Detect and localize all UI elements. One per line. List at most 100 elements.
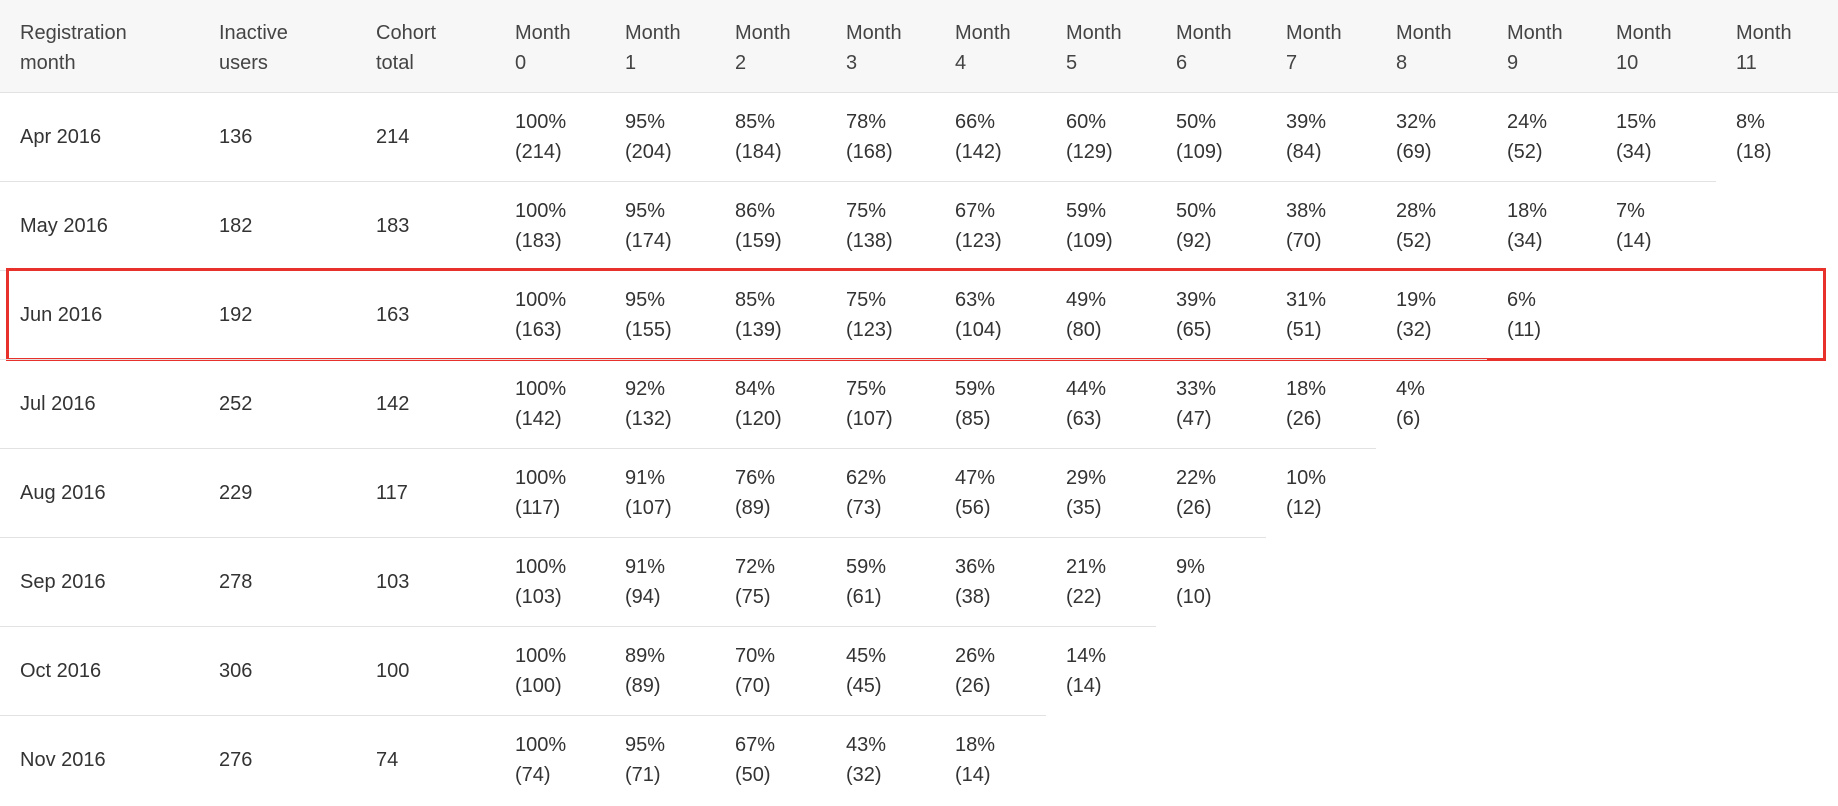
registration-month-text: Sep 2016 bbox=[20, 570, 106, 593]
cohort-total-text: 142 bbox=[376, 392, 410, 415]
retention-pct: 4% bbox=[1396, 377, 1425, 400]
retention-count: (107) bbox=[625, 496, 672, 519]
column-header: Month 6 bbox=[1176, 22, 1232, 74]
retention-pct: 70% bbox=[735, 644, 776, 667]
retention-cell: 50% (109) bbox=[1176, 92, 1223, 181]
retention-pct: 29% bbox=[1066, 466, 1107, 489]
retention-cell: 18% (34) bbox=[1507, 181, 1547, 270]
retention-count: (104) bbox=[955, 318, 1002, 341]
retention-count: (155) bbox=[625, 318, 672, 341]
retention-pct: 15% bbox=[1616, 110, 1657, 133]
inactive-users-text: 182 bbox=[219, 214, 253, 237]
row-divider bbox=[0, 448, 1376, 449]
retention-count: (34) bbox=[1616, 140, 1652, 163]
retention-cell: 89% (89) bbox=[625, 626, 665, 715]
retention-cell: 43% (32) bbox=[846, 715, 886, 804]
retention-pct: 95% bbox=[625, 110, 666, 133]
retention-cell: 59% (85) bbox=[955, 359, 995, 448]
retention-count: (75) bbox=[735, 585, 771, 608]
retention-pct: 100% bbox=[515, 644, 567, 667]
retention-cell: 100% (183) bbox=[515, 181, 566, 270]
retention-pct: 66% bbox=[955, 110, 996, 133]
inactive-users-text: 306 bbox=[219, 659, 253, 682]
retention-pct: 14% bbox=[1066, 644, 1107, 667]
row-divider bbox=[0, 181, 1716, 182]
retention-pct: 26% bbox=[955, 644, 996, 667]
retention-pct: 45% bbox=[846, 644, 887, 667]
retention-pct: 59% bbox=[846, 555, 887, 578]
retention-cell: 10% (12) bbox=[1286, 448, 1326, 537]
retention-count: (45) bbox=[846, 674, 882, 697]
retention-count: (56) bbox=[955, 496, 991, 519]
row-divider bbox=[0, 715, 1046, 716]
retention-count: (65) bbox=[1176, 318, 1212, 341]
retention-count: (12) bbox=[1286, 496, 1322, 519]
cohort-total: 163 bbox=[376, 270, 409, 359]
column-header: Month 1 bbox=[625, 22, 681, 74]
retention-count: (109) bbox=[1176, 140, 1223, 163]
registration-month-text: Nov 2016 bbox=[20, 748, 106, 771]
retention-count: (138) bbox=[846, 229, 893, 252]
retention-cell: 70% (70) bbox=[735, 626, 775, 715]
retention-count: (14) bbox=[1616, 229, 1652, 252]
retention-pct: 7% bbox=[1616, 199, 1645, 222]
retention-pct: 32% bbox=[1396, 110, 1437, 133]
retention-count: (70) bbox=[1286, 229, 1322, 252]
retention-cell: 86% (159) bbox=[735, 181, 782, 270]
retention-cell: 92% (132) bbox=[625, 359, 672, 448]
column-header: Month 9 bbox=[1507, 22, 1563, 74]
retention-pct: 50% bbox=[1176, 110, 1217, 133]
retention-cell: 66% (142) bbox=[955, 92, 1002, 181]
retention-count: (168) bbox=[846, 140, 893, 163]
retention-pct: 67% bbox=[735, 733, 776, 756]
column-header: Month 10 bbox=[1616, 22, 1672, 74]
retention-pct: 76% bbox=[735, 466, 776, 489]
retention-pct: 86% bbox=[735, 199, 776, 222]
registration-month-text: Aug 2016 bbox=[20, 481, 106, 504]
inactive-users-text: 252 bbox=[219, 392, 253, 415]
retention-pct: 85% bbox=[735, 288, 776, 311]
retention-count: (159) bbox=[735, 229, 782, 252]
retention-pct: 89% bbox=[625, 644, 666, 667]
retention-pct: 100% bbox=[515, 199, 567, 222]
retention-count: (61) bbox=[846, 585, 882, 608]
retention-pct: 84% bbox=[735, 377, 776, 400]
retention-pct: 63% bbox=[955, 288, 996, 311]
retention-pct: 59% bbox=[1066, 199, 1107, 222]
retention-cell: 75% (138) bbox=[846, 181, 893, 270]
row-divider bbox=[0, 537, 1266, 538]
cohort-total-text: 100 bbox=[376, 659, 410, 682]
retention-count: (214) bbox=[515, 140, 562, 163]
retention-cell: 31% (51) bbox=[1286, 270, 1326, 359]
retention-pct: 72% bbox=[735, 555, 776, 578]
retention-pct: 18% bbox=[955, 733, 996, 756]
retention-pct: 60% bbox=[1066, 110, 1107, 133]
retention-cell: 60% (129) bbox=[1066, 92, 1113, 181]
retention-pct: 85% bbox=[735, 110, 776, 133]
retention-pct: 91% bbox=[625, 466, 666, 489]
retention-count: (142) bbox=[515, 407, 562, 430]
retention-pct: 75% bbox=[846, 377, 887, 400]
retention-count: (26) bbox=[955, 674, 991, 697]
retention-cell: 4% (6) bbox=[1396, 359, 1425, 448]
retention-pct: 31% bbox=[1286, 288, 1327, 311]
retention-cell: 47% (56) bbox=[955, 448, 995, 537]
retention-cell: 38% (70) bbox=[1286, 181, 1326, 270]
cohort-total: 74 bbox=[376, 715, 398, 804]
cohort-total: 183 bbox=[376, 181, 409, 270]
retention-pct: 19% bbox=[1396, 288, 1437, 311]
inactive-users-text: 136 bbox=[219, 125, 253, 148]
retention-pct: 24% bbox=[1507, 110, 1548, 133]
cohort-total: 142 bbox=[376, 359, 409, 448]
retention-pct: 33% bbox=[1176, 377, 1217, 400]
column-header: Registration month bbox=[20, 22, 127, 74]
retention-count: (26) bbox=[1286, 407, 1322, 430]
retention-cell: 28% (52) bbox=[1396, 181, 1436, 270]
retention-cell: 8% (18) bbox=[1736, 92, 1772, 181]
retention-count: (174) bbox=[625, 229, 672, 252]
retention-cell: 100% (74) bbox=[515, 715, 566, 804]
retention-cell: 100% (117) bbox=[515, 448, 566, 537]
retention-count: (163) bbox=[515, 318, 562, 341]
retention-cell: 95% (71) bbox=[625, 715, 665, 804]
